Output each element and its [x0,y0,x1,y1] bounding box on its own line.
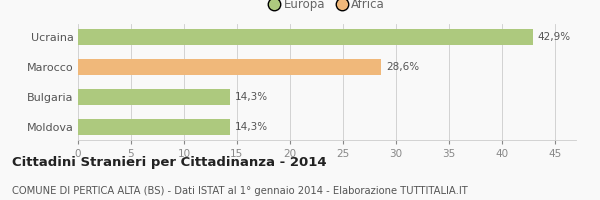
Text: COMUNE DI PERTICA ALTA (BS) - Dati ISTAT al 1° gennaio 2014 - Elaborazione TUTTI: COMUNE DI PERTICA ALTA (BS) - Dati ISTAT… [12,186,468,196]
Text: 14,3%: 14,3% [235,122,268,132]
Text: 14,3%: 14,3% [235,92,268,102]
Bar [78,119,230,135]
Bar [78,29,533,45]
Text: 28,6%: 28,6% [386,62,419,72]
Text: 42,9%: 42,9% [538,32,571,42]
Text: Cittadini Stranieri per Cittadinanza - 2014: Cittadini Stranieri per Cittadinanza - 2… [12,156,326,169]
Bar [78,89,230,105]
Bar [78,59,381,75]
Legend: Europa, Africa: Europa, Africa [265,0,389,16]
